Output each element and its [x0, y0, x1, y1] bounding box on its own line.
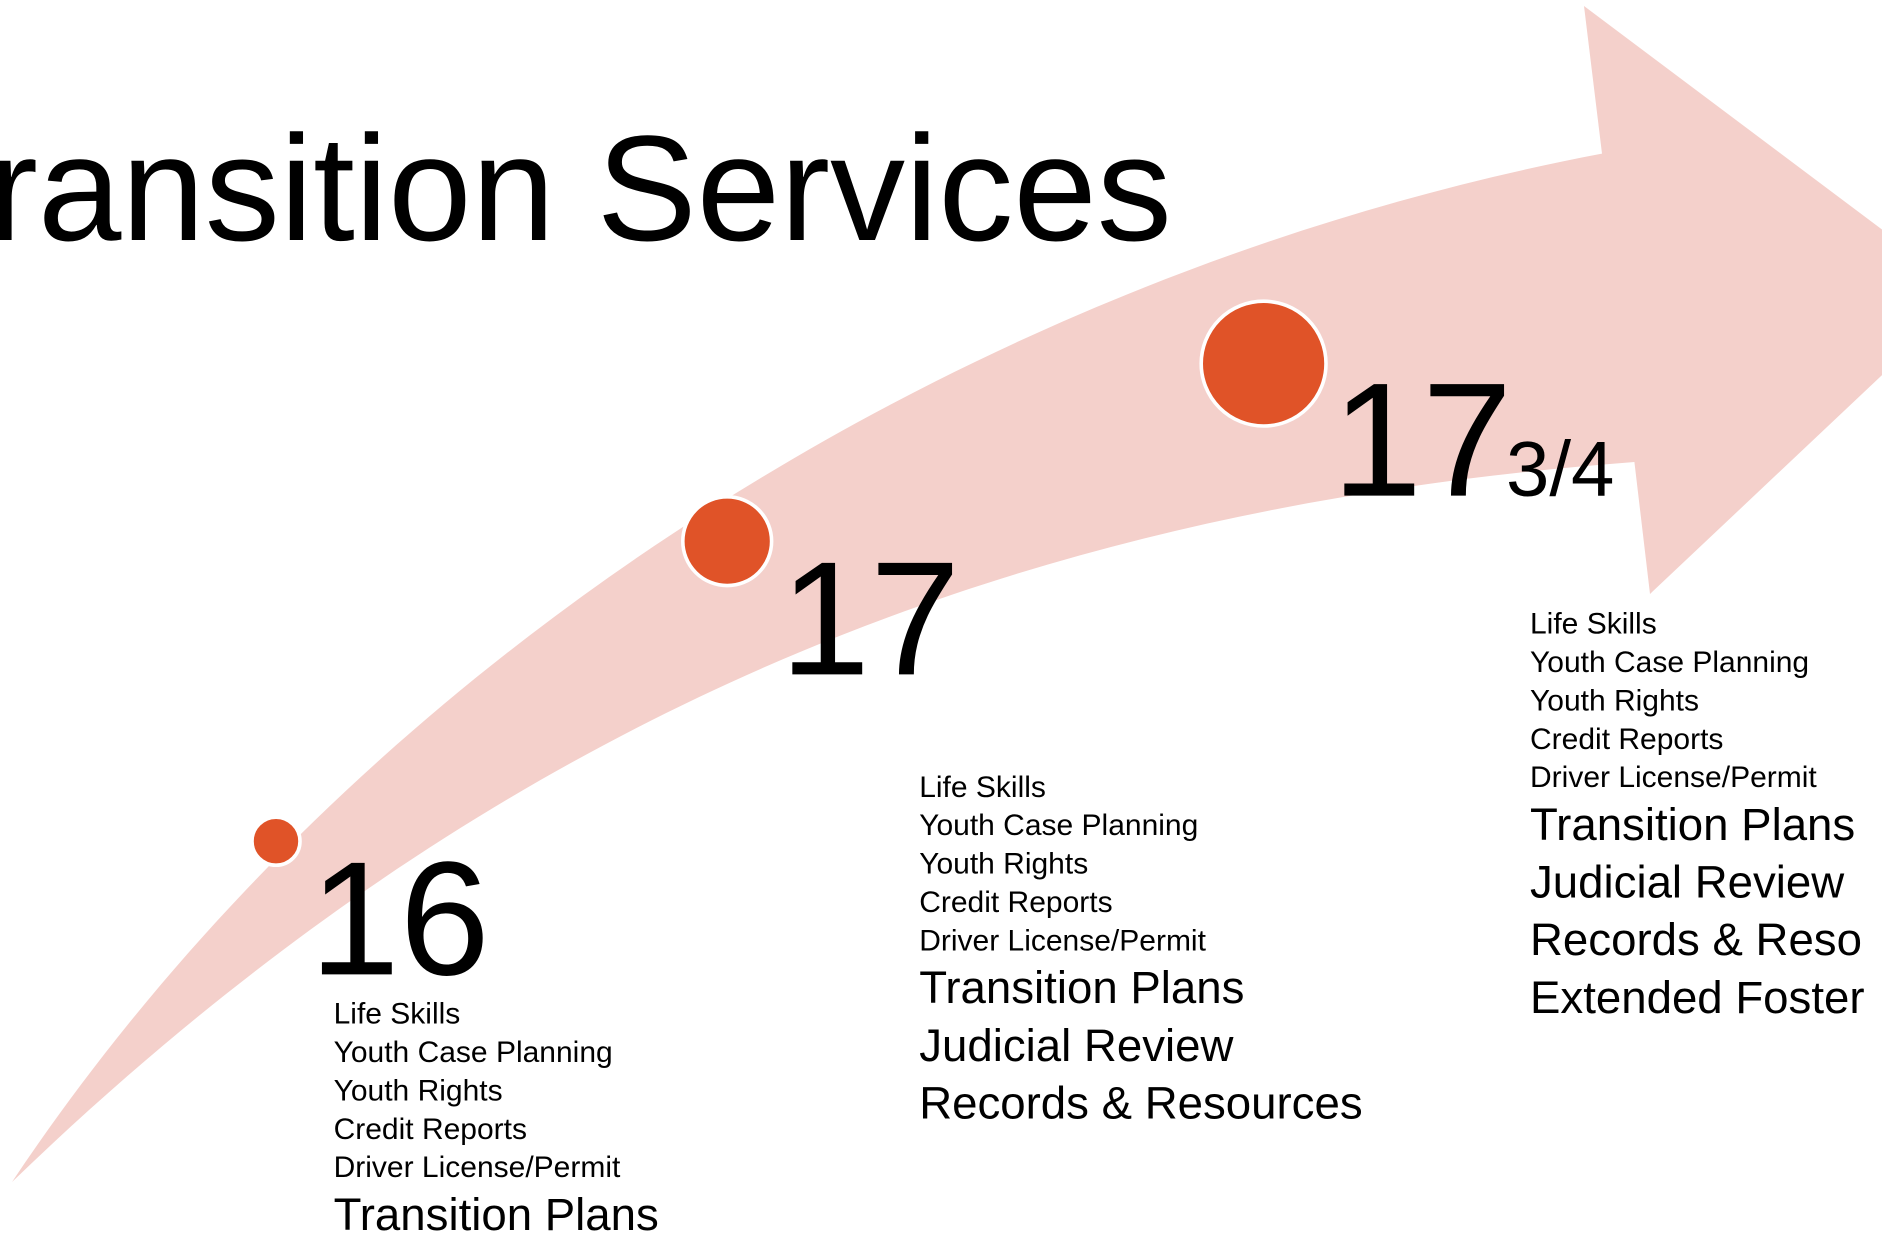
service-item: Life Skills — [919, 771, 1046, 804]
milestone-dot — [1199, 299, 1328, 428]
age-fraction: 3/4 — [1506, 425, 1614, 513]
service-item: Youth Case Planning — [919, 809, 1198, 842]
title: ransition Services — [0, 104, 1172, 272]
service-item: Youth Case Planning — [1530, 646, 1809, 679]
service-item: Driver License/Permit — [919, 924, 1206, 957]
service-item-major: Transition Plans — [1530, 799, 1855, 850]
service-item-major: Records & Reso — [1530, 914, 1862, 965]
service-item: Life Skills — [1530, 608, 1657, 641]
timeline-arrow — [12, 6, 1882, 1182]
service-item: Credit Reports — [919, 886, 1112, 919]
age-label: 17 — [1332, 350, 1512, 531]
service-item: Youth Case Planning — [334, 1036, 613, 1069]
service-item: Credit Reports — [1530, 723, 1723, 756]
service-item: Youth Rights — [1530, 684, 1699, 717]
service-item: Driver License/Permit — [334, 1151, 621, 1184]
service-item: Life Skills — [334, 998, 461, 1031]
service-item: Youth Rights — [919, 848, 1088, 881]
age-label: 16 — [310, 828, 490, 1009]
service-item-major: Transition Plans — [334, 1189, 659, 1236]
service-item: Driver License/Permit — [1530, 761, 1817, 794]
age-label: 17 — [780, 528, 960, 709]
service-item-major: Judicial Review — [1530, 857, 1845, 908]
milestone-dot — [250, 815, 302, 867]
service-item: Youth Rights — [334, 1074, 503, 1107]
milestone-dot — [681, 494, 774, 588]
service-item-major: Judicial Review — [919, 1020, 1234, 1071]
service-item: Credit Reports — [334, 1113, 527, 1146]
service-item-major: Transition Plans — [919, 962, 1244, 1013]
service-item-major: Records & Resources — [919, 1077, 1362, 1128]
service-item-major: Extended Foster — [1530, 972, 1865, 1023]
